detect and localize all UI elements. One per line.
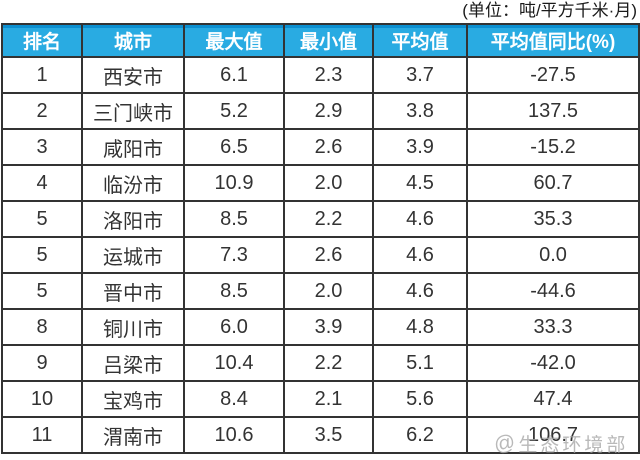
cell-city: 洛阳市 xyxy=(81,200,185,238)
cell-rank: 1 xyxy=(1,56,83,94)
cell-city: 渭南市 xyxy=(81,416,185,454)
table-row: 2 三门峡市 5.2 2.9 3.8 137.5 xyxy=(1,92,640,130)
cell-min: 2.0 xyxy=(283,272,374,310)
cell-city: 西安市 xyxy=(81,56,185,94)
cell-max: 10.9 xyxy=(183,164,285,202)
cell-rank: 5 xyxy=(1,200,83,238)
cell-avg: 3.8 xyxy=(372,92,468,130)
cell-yoy: -15.2 xyxy=(466,128,640,166)
cell-min: 2.6 xyxy=(283,236,374,274)
table-row: 1 西安市 6.1 2.3 3.7 -27.5 xyxy=(1,56,640,94)
table-row: 8 铜川市 6.0 3.9 4.8 33.3 xyxy=(1,308,640,346)
cell-min: 2.0 xyxy=(283,164,374,202)
header-row: 排名 城市 最大值 最小值 平均值 平均值同比(%) xyxy=(1,23,640,58)
cell-avg: 3.7 xyxy=(372,56,468,94)
cell-min: 2.2 xyxy=(283,200,374,238)
table-row: 5 运城市 7.3 2.6 4.6 0.0 xyxy=(1,236,640,274)
col-header-max: 最大值 xyxy=(183,23,285,58)
cell-max: 6.1 xyxy=(183,56,285,94)
cell-city: 临汾市 xyxy=(81,164,185,202)
cell-rank: 9 xyxy=(1,344,83,382)
cell-avg: 4.8 xyxy=(372,308,468,346)
cell-rank: 4 xyxy=(1,164,83,202)
cell-max: 10.4 xyxy=(183,344,285,382)
weibo-at-icon: @ xyxy=(491,429,518,457)
cell-rank: 2 xyxy=(1,92,83,130)
col-header-yoy: 平均值同比(%) xyxy=(466,23,640,58)
table-row: 9 吕梁市 10.4 2.2 5.1 -42.0 xyxy=(1,344,640,382)
cell-yoy: 106.7 xyxy=(466,416,640,454)
table-body: 1 西安市 6.1 2.3 3.7 -27.5 2 三门峡市 5.2 2.9 3… xyxy=(1,56,640,454)
cell-yoy: -27.5 xyxy=(466,56,640,94)
watermark-text: 生态环境部 xyxy=(518,435,629,456)
cell-min: 2.1 xyxy=(283,380,374,418)
cell-avg: 5.1 xyxy=(372,344,468,382)
cell-rank: 11 xyxy=(1,416,83,454)
cell-avg: 6.2 xyxy=(372,416,468,454)
col-header-rank: 排名 xyxy=(1,23,83,58)
cell-city: 咸阳市 xyxy=(81,128,185,166)
table-row: 3 咸阳市 6.5 2.6 3.9 -15.2 xyxy=(1,128,640,166)
cell-min: 2.3 xyxy=(283,56,374,94)
cell-yoy: 60.7 xyxy=(466,164,640,202)
cell-max: 6.5 xyxy=(183,128,285,166)
table-row: 11 渭南市 10.6 3.5 6.2 106.7 xyxy=(1,416,640,454)
cell-city: 宝鸡市 xyxy=(81,380,185,418)
cell-yoy: -44.6 xyxy=(466,272,640,310)
cell-max: 5.2 xyxy=(183,92,285,130)
cell-yoy: -42.0 xyxy=(466,344,640,382)
cell-max: 10.6 xyxy=(183,416,285,454)
cell-avg: 5.6 xyxy=(372,380,468,418)
cell-min: 2.6 xyxy=(283,128,374,166)
cell-yoy: 35.3 xyxy=(466,200,640,238)
col-header-min: 最小值 xyxy=(283,23,374,58)
cell-max: 6.0 xyxy=(183,308,285,346)
cell-city: 三门峡市 xyxy=(81,92,185,130)
watermark: @ 生态环境部 xyxy=(491,429,629,457)
cell-rank: 5 xyxy=(1,272,83,310)
cell-min: 3.9 xyxy=(283,308,374,346)
table-row: 10 宝鸡市 8.4 2.1 5.6 47.4 xyxy=(1,380,640,418)
cell-max: 8.5 xyxy=(183,200,285,238)
cell-max: 8.5 xyxy=(183,272,285,310)
cell-city: 铜川市 xyxy=(81,308,185,346)
cell-avg: 4.6 xyxy=(372,272,468,310)
cell-city: 吕梁市 xyxy=(81,344,185,382)
cell-city: 晋中市 xyxy=(81,272,185,310)
col-header-city: 城市 xyxy=(81,23,185,58)
cell-min: 2.2 xyxy=(283,344,374,382)
table-header: 排名 城市 最大值 最小值 平均值 平均值同比(%) xyxy=(1,23,640,58)
table-row: 4 临汾市 10.9 2.0 4.5 60.7 xyxy=(1,164,640,202)
cell-yoy: 137.5 xyxy=(466,92,640,130)
cell-yoy: 47.4 xyxy=(466,380,640,418)
cell-avg: 4.6 xyxy=(372,236,468,274)
unit-note: (单位：吨/平方千米·月) xyxy=(462,1,637,20)
cell-avg: 3.9 xyxy=(372,128,468,166)
col-header-avg: 平均值 xyxy=(372,23,468,58)
table-row: 5 洛阳市 8.5 2.2 4.6 35.3 xyxy=(1,200,640,238)
cell-yoy: 33.3 xyxy=(466,308,640,346)
table-row: 5 晋中市 8.5 2.0 4.6 -44.6 xyxy=(1,272,640,310)
cell-avg: 4.5 xyxy=(372,164,468,202)
cell-avg: 4.6 xyxy=(372,200,468,238)
cell-min: 3.5 xyxy=(283,416,374,454)
cell-min: 2.9 xyxy=(283,92,374,130)
cell-rank: 8 xyxy=(1,308,83,346)
cell-max: 7.3 xyxy=(183,236,285,274)
cell-city: 运城市 xyxy=(81,236,185,274)
cell-rank: 10 xyxy=(1,380,83,418)
cell-rank: 5 xyxy=(1,236,83,274)
cell-max: 8.4 xyxy=(183,380,285,418)
cell-yoy: 0.0 xyxy=(466,236,640,274)
dustfall-ranking-table: 排名 城市 最大值 最小值 平均值 平均值同比(%) 1 西安市 6.1 2.3… xyxy=(1,23,640,454)
cell-rank: 3 xyxy=(1,128,83,166)
